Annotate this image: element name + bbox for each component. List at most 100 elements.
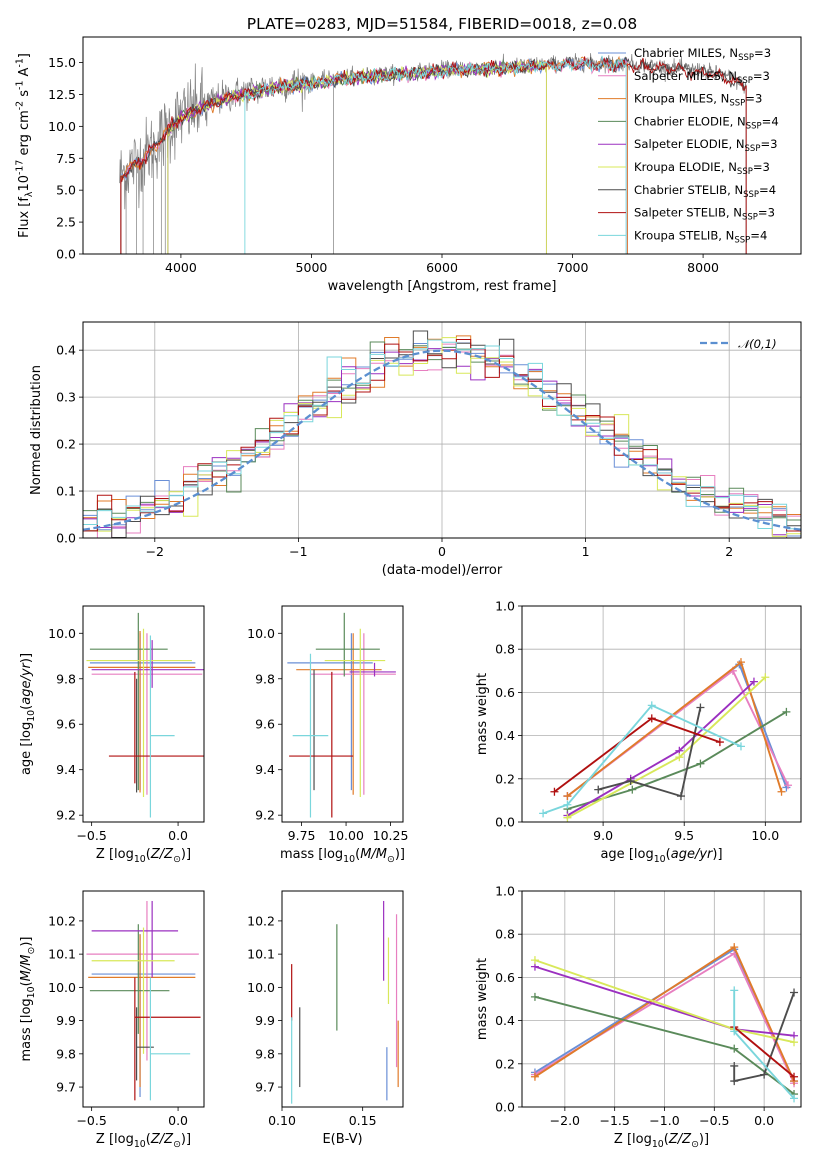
y-tick-label: 9.7 [255,1080,275,1095]
label-part: mass weight [475,958,490,1040]
legend-subscript: SSP [743,190,759,200]
label-part: ( [19,981,34,986]
x-tick-label: −1.0 [649,1113,679,1128]
label-part: wavelength [Angstrom, rest frame] [328,279,557,294]
y-tick-label: 9.8 [255,1046,275,1061]
label-part: age [log [600,847,653,862]
x-tick-label: 0.0 [168,1113,188,1128]
label-part: ( [146,847,151,862]
y-tick-label: 10.2 [247,913,275,928]
series-marker [563,792,572,801]
series-line [566,669,789,797]
x-tick-label: 1 [582,544,590,559]
y-tick-label: 9.2 [56,808,76,823]
label-part: ⊙ [387,854,395,865]
series-marker [696,759,705,768]
plot-area-weight_vs_age [522,606,801,822]
y-tick-label: 10.1 [48,947,76,962]
y-tick-label: 15.0 [48,55,76,70]
panel-weight_vs_age: 9.0 9.5 10.0 0.0 0.2 0.4 0.6 0.8 1.0 age [log10(a… [475,599,802,865]
legend-nssp-value: =3 [760,137,777,151]
model-spectrum-salpeter-stelib [120,56,746,183]
y-tick-label: 9.8 [255,671,275,686]
series-marker [628,785,637,794]
series-marker [730,943,739,952]
histogram-kroupa-elodie [83,337,801,537]
panel-age_vs_Z: −0.5 0.09.29.49.69.810.0Z [log10(Z/Z⊙)]ag… [19,605,205,865]
label-part: ] [17,53,32,58]
plot-area-spectrum [119,53,747,254]
legend-model-name: Kroupa ELODIE, N [634,160,737,174]
y-tick-label: 9.4 [56,762,76,777]
y-tick-label: 0.6 [495,970,515,985]
label-part: ⊙ [26,947,37,955]
y-axis-label: Normed distribution [29,365,44,495]
panel-mass_vs_ebv: 0.10 0.15 9.7 9.8 9.9 10.0 10.1 10.2 E(B-V) [247,890,404,1147]
y-tick-label: 10.0 [247,626,275,641]
y-axis-label: age [log10(age/yr)] [19,653,37,775]
y-tick-label: 0.4 [56,343,76,358]
y-tick-label: 0.8 [495,642,515,657]
x-tick-label: −0.5 [699,1113,729,1128]
label-part: )] [395,847,405,862]
y-tick-label: 9.2 [255,808,275,823]
label-part: ⊙ [173,854,181,865]
series-marker [730,1061,739,1070]
y-axis-label: mass weight [475,673,490,755]
legend-nssp-value: =3 [753,69,770,83]
series-marker [563,800,572,809]
label-part: )] [181,847,191,862]
y-tick-label: 0.4 [495,728,515,743]
figure-title: PLATE=0283, MJD=51584, FIBERID=0018, z=0… [247,15,637,33]
y-tick-label: 0.2 [495,1056,515,1071]
label-part: )] [181,1132,191,1147]
legend-label: Chabrier STELIB, NSSP=4 [634,183,776,200]
y-tick-label: 9.6 [255,717,275,732]
series-marker [530,992,539,1001]
y-tick-label: 7.5 [56,151,76,166]
y-tick-label: 9.4 [255,762,275,777]
histogram-kroupa-stelib [83,339,801,530]
legend-model-name: Salpeter STELIB, N [634,206,742,220]
label-part: Z/Z [668,1132,692,1147]
series-marker [730,1077,739,1086]
legend-model-name: Salpeter MILES, N [634,69,737,83]
label-part: age [log [19,722,34,775]
label-part: ( [355,847,360,862]
x-axis-label: wavelength [Angstrom, rest frame] [328,279,557,294]
label-part: -1 [15,58,26,67]
label-part: )] [699,1132,709,1147]
x-axis-label: age [log10(age/yr)] [600,847,722,865]
legend-label: Kroupa STELIB, NSSP=4 [634,228,767,245]
series-marker [696,703,705,712]
legend-nssp-value: =4 [759,183,776,197]
legend-subscript: SSP [737,76,753,86]
x-tick-label: 0.0 [754,1113,774,1128]
y-tick-label: 10.0 [247,980,275,995]
y-tick-label: 9.7 [56,1080,76,1095]
x-tick-label: 0.10 [268,1113,296,1128]
label-part: Normed distribution [29,365,44,495]
y-tick-label: 0.8 [495,927,515,942]
label-part: -1 [15,81,26,90]
label-part: mass [log [19,998,34,1061]
series-marker [676,792,685,801]
y-tick-label: 0.0 [56,247,76,262]
legend-nssp-value: =4 [750,228,767,242]
series-marker [790,1072,799,1081]
axes-frame [521,605,802,823]
legend-model-name: Salpeter ELODIE, N [634,137,745,151]
normal-reference-curve [83,349,801,531]
label-part: 10 [134,854,146,865]
x-axis-label: Z [log10(Z/Z⊙)] [614,1132,709,1150]
legend-nssp-value: =3 [745,92,762,106]
series-marker [790,1038,799,1047]
plot-area-age_vs_Z [86,612,204,818]
series-line [566,660,783,797]
x-tick-label: 9.75 [288,828,316,843]
legend-subscript: SSP [737,167,753,177]
label-part: 10 [17,175,32,192]
y-tick-label: 9.8 [56,1046,76,1061]
x-tick-label: 2 [725,544,733,559]
label-part: 10 [654,854,666,865]
